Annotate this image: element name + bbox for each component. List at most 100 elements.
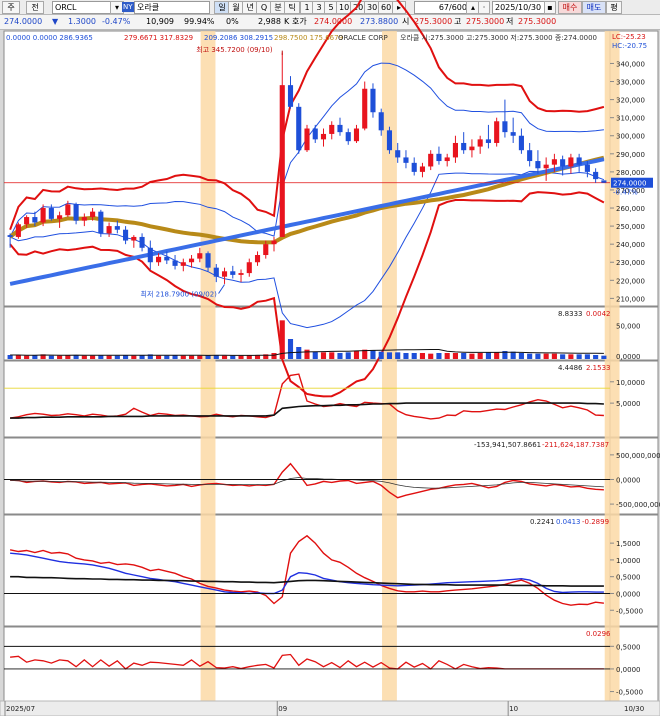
candle-body [477, 139, 483, 147]
volume-bar [510, 351, 516, 359]
volume-bar [296, 347, 302, 359]
chart-type-tick-button[interactable]: 틱 [284, 1, 300, 14]
hc-label: HC:-20.75 [612, 42, 647, 50]
candle-body [296, 106, 302, 151]
prev-volume: 2,988 [258, 17, 281, 26]
indicator-tick-label: 500,000,000 [616, 452, 660, 460]
volume-bar [81, 355, 87, 359]
volume-bar [254, 355, 261, 359]
volume-bar [213, 355, 219, 359]
volume-bar [98, 355, 104, 359]
minute-option-1[interactable]: 1 [300, 1, 314, 14]
candle-body [139, 236, 145, 248]
volume-ma-line [10, 349, 604, 356]
candle-body [593, 171, 599, 180]
candle-body [395, 150, 401, 158]
symbol-input[interactable]: ORCL [52, 1, 114, 14]
candle-body [419, 166, 426, 172]
candle-body [576, 157, 582, 165]
candle-body [7, 235, 13, 237]
volume-bar [601, 355, 607, 359]
candle-body [527, 150, 533, 162]
buy-button[interactable]: 매수 [558, 1, 582, 14]
price-tick-label: 210,000 [616, 295, 645, 303]
candle-body [337, 124, 343, 133]
volume-bar [485, 352, 491, 359]
open-label: 시 [402, 17, 410, 26]
low-price: 275.3000 [518, 17, 557, 26]
candle-body [205, 253, 211, 268]
volume-bar [518, 353, 524, 359]
indicator-2-legend: 4.4486 [558, 364, 583, 372]
volume-bar [494, 352, 500, 359]
volume-bar [568, 354, 574, 359]
price-legend-blue: 0.0000 0.0000 286.9365 [6, 34, 93, 42]
candle-body [172, 260, 178, 266]
volume-bar [48, 355, 54, 359]
indicator-tick-label: 0,0000 [616, 666, 641, 674]
bollinger-lower-outer-line [9, 191, 605, 398]
candle-body [197, 253, 203, 259]
pane-3-bg [3, 437, 611, 515]
candle-body [436, 153, 442, 162]
candle-body [188, 258, 195, 263]
lc-label: LC:-25.23 [612, 33, 646, 41]
price-tick-label: 290,000 [616, 151, 645, 159]
candle-body [180, 262, 186, 266]
indicator-tick-label: -0,5000 [616, 689, 643, 697]
indicator-tick-label: 0,0000 [616, 476, 641, 484]
volume-bar [469, 353, 475, 359]
calendar-icon[interactable]: ▪ [544, 1, 556, 14]
volume-bar [461, 353, 467, 359]
volume-bar [527, 353, 533, 359]
volume-legend-a: 8.8333 [558, 310, 583, 318]
volume-bar [452, 353, 458, 359]
candle-body [40, 208, 46, 223]
indicator-3-series-0 [10, 462, 604, 499]
indicator-2-series-1 [10, 402, 604, 419]
period-tab-prev[interactable]: 전 [26, 1, 44, 14]
volume-bar [32, 355, 38, 359]
volume-bar [411, 353, 417, 359]
indicator-tick-label: 1,0000 [616, 557, 641, 565]
volume-bar [370, 350, 376, 359]
candle-body [246, 262, 252, 274]
indicator-tick-label: 0,0000 [616, 590, 641, 598]
price-tick-label: 340,000 [616, 60, 645, 68]
count-apply-icon[interactable]: · [478, 1, 490, 14]
high-price: 275.3000 [466, 17, 505, 26]
volume-bar [428, 353, 434, 359]
volume-bar [378, 351, 384, 359]
volume-bar [15, 355, 21, 359]
candle-body [238, 273, 244, 275]
volume-bar [353, 351, 360, 359]
volume-bar [24, 355, 30, 359]
highlight-column-1 [382, 31, 397, 701]
candle-body [147, 247, 153, 263]
stock-name-field[interactable]: 오라클 [134, 1, 210, 14]
toolbar-quote: 274.0000 ▼ 1.3000 -0.47% 10,909 99.94% 0… [0, 15, 660, 30]
volume-bar [205, 355, 211, 359]
sell-button[interactable]: 매도 [582, 1, 606, 14]
candle-body [73, 204, 79, 221]
candle-body [428, 153, 434, 167]
volume-bar [90, 355, 96, 359]
candle-body [329, 124, 335, 134]
evaluation-button[interactable]: 평 [606, 1, 622, 14]
candle-body [230, 271, 236, 275]
volume-bar [172, 355, 178, 359]
price-change-pct: -0.47% [102, 17, 131, 26]
volume-bar [164, 355, 170, 359]
candle-body [411, 162, 417, 172]
minute-option-10[interactable]: 10 [336, 1, 352, 14]
symbol-dropdown-icon[interactable]: ▾ [110, 1, 124, 14]
volume-bar [73, 355, 79, 359]
volume-bar [576, 354, 582, 359]
candle-body [312, 128, 318, 140]
period-tab-week[interactable]: 주 [2, 1, 20, 14]
volume-bar [312, 351, 318, 359]
price-tick-label: 270,000 [616, 187, 645, 195]
candle-body [254, 255, 261, 263]
